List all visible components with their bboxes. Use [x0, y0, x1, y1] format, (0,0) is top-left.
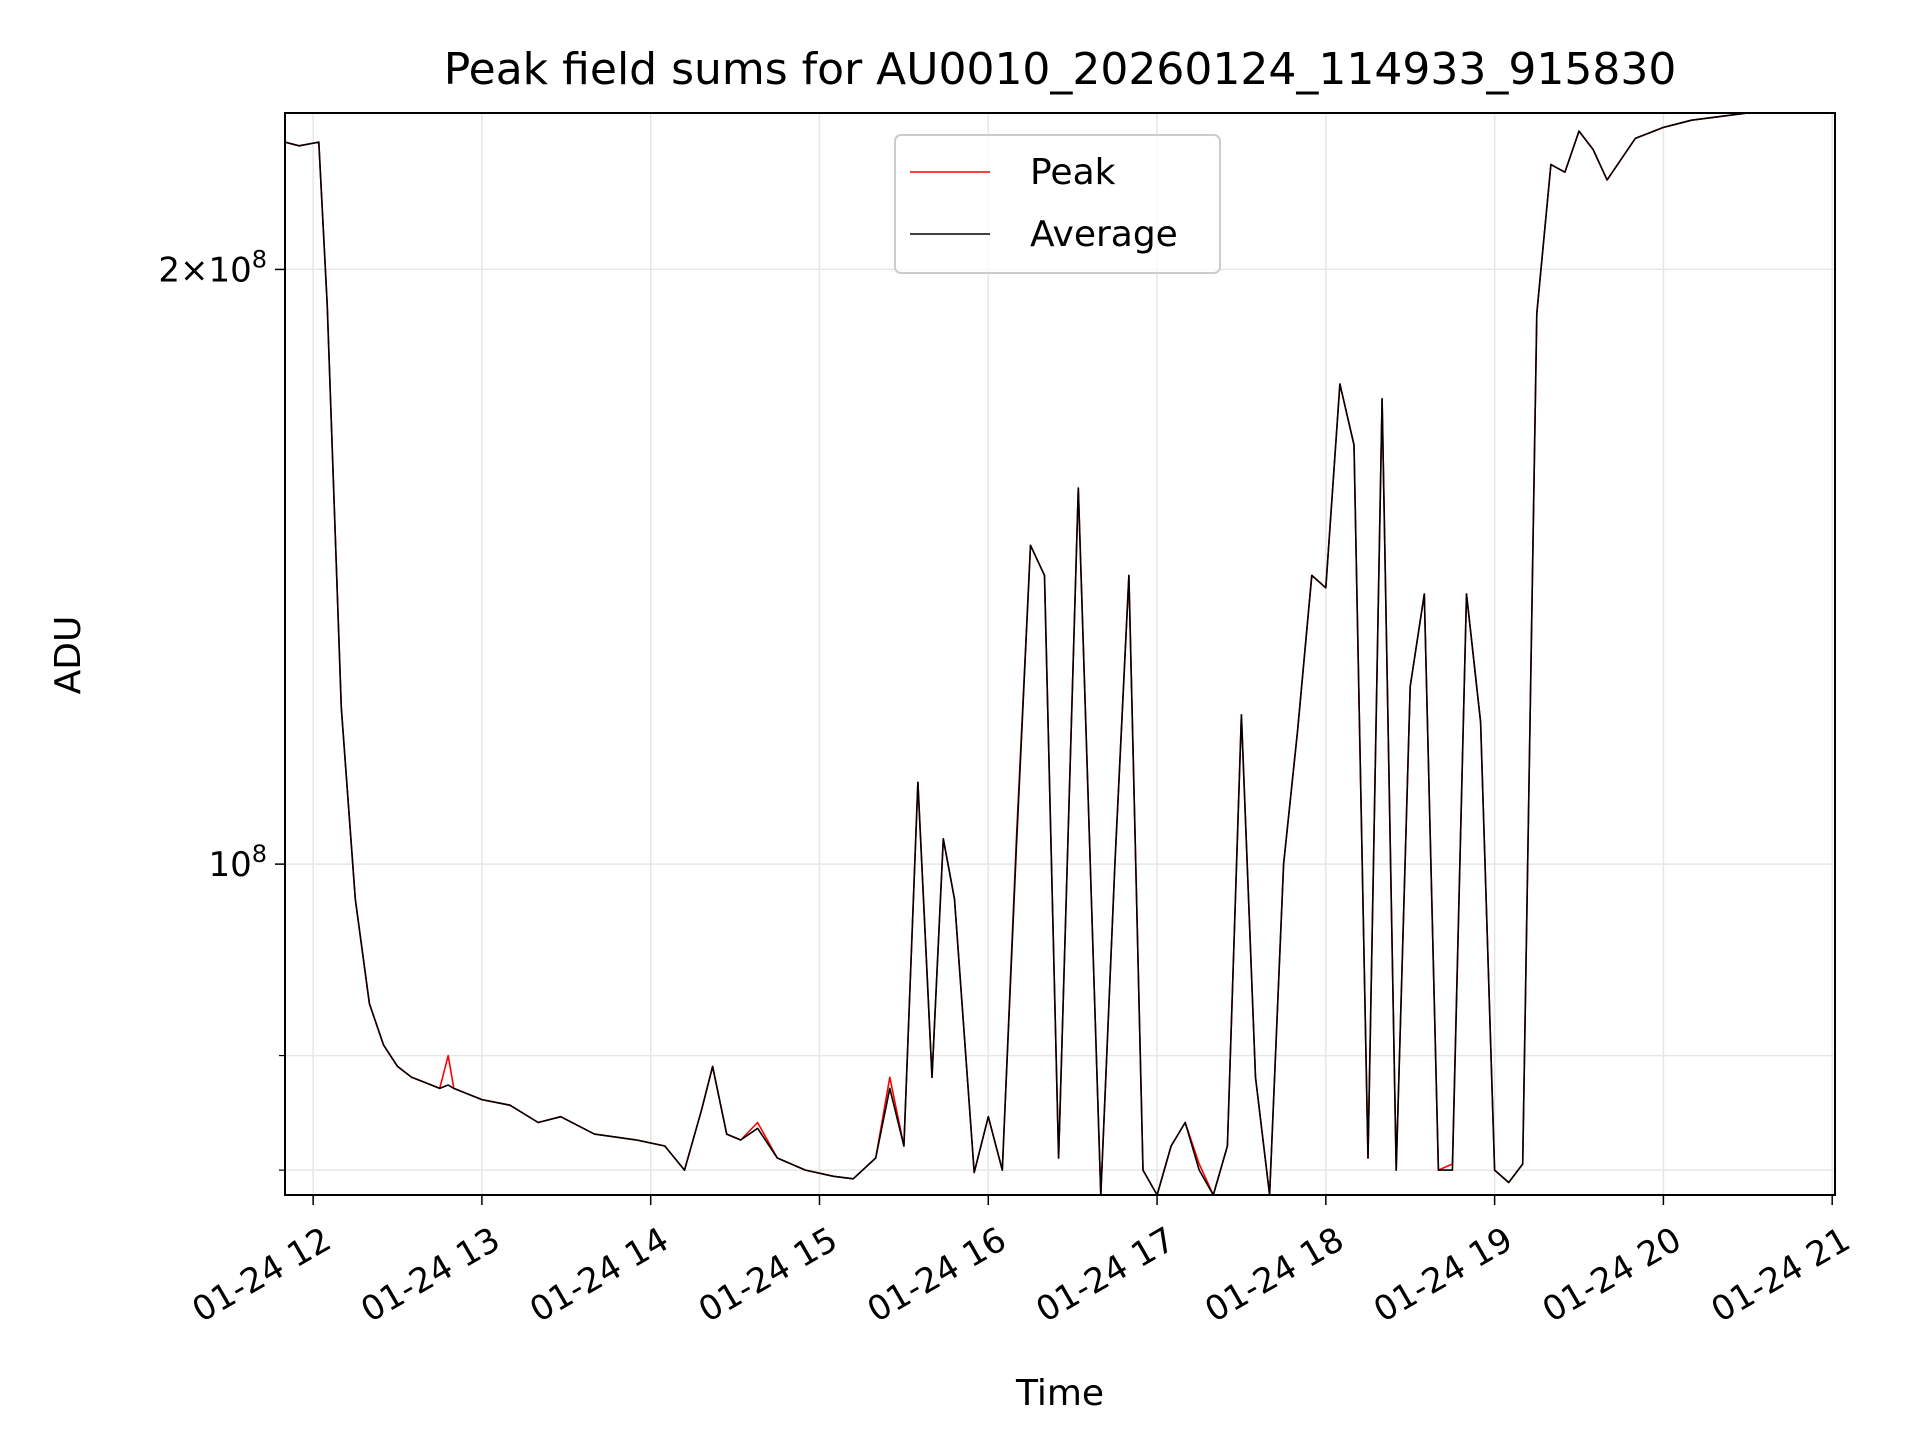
- legend: Peak Average: [894, 134, 1221, 274]
- series-line-average: [284, 112, 1835, 1196]
- grid-lines: [285, 113, 1835, 1195]
- legend-box: [894, 134, 1221, 274]
- y-tick-label: 2×108: [158, 245, 267, 290]
- plot-frame: [284, 112, 1836, 1196]
- plot-lines: [284, 112, 1835, 1196]
- y-axis: 108 2×108: [158, 245, 285, 1171]
- chart-title: Peak field sums for AU0010_20260124_1149…: [444, 44, 1677, 95]
- y-tick-label: 108: [208, 840, 267, 885]
- x-axis-label: Time: [1015, 1373, 1104, 1414]
- y-axis-label: ADU: [48, 616, 89, 695]
- legend-label-peak: Peak: [1030, 152, 1116, 193]
- legend-label-average: Average: [1030, 214, 1178, 255]
